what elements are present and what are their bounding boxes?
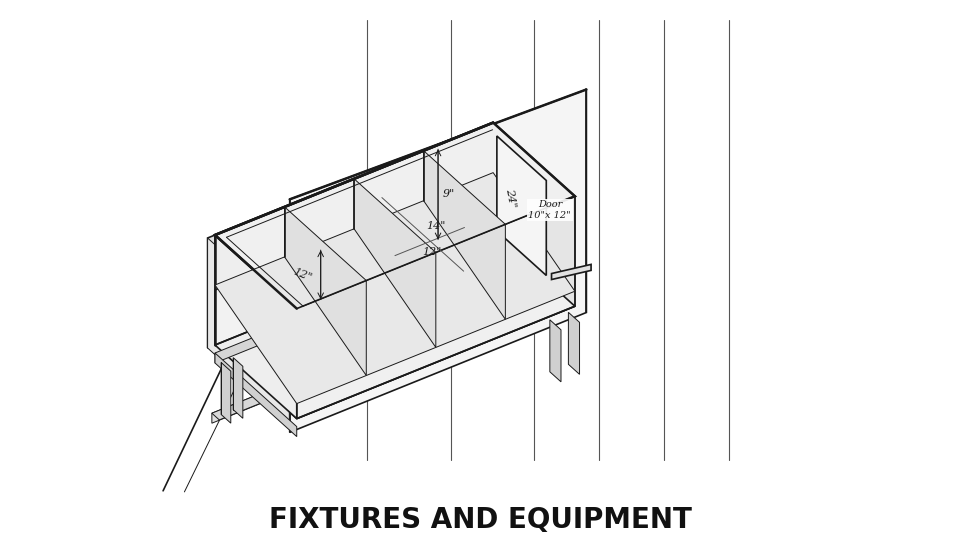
Polygon shape — [215, 353, 297, 437]
Text: FIXTURES AND EQUIPMENT: FIXTURES AND EQUIPMENT — [269, 506, 691, 534]
Text: 12": 12" — [291, 267, 313, 283]
Polygon shape — [215, 235, 297, 418]
Polygon shape — [215, 123, 575, 308]
Polygon shape — [550, 320, 561, 382]
Polygon shape — [215, 178, 493, 345]
Text: 14": 14" — [426, 221, 445, 231]
Polygon shape — [233, 357, 243, 418]
Polygon shape — [290, 90, 587, 433]
Polygon shape — [207, 238, 289, 422]
Polygon shape — [493, 123, 575, 306]
Polygon shape — [215, 241, 493, 363]
Text: 24": 24" — [504, 187, 516, 208]
Polygon shape — [497, 136, 546, 275]
Text: Door
10"x 12": Door 10"x 12" — [529, 200, 571, 220]
Text: 9": 9" — [444, 190, 455, 199]
Polygon shape — [212, 292, 514, 423]
Polygon shape — [423, 151, 505, 319]
Text: 12": 12" — [422, 247, 442, 256]
Polygon shape — [568, 312, 580, 374]
Polygon shape — [215, 233, 575, 418]
Polygon shape — [215, 173, 575, 403]
Polygon shape — [207, 235, 215, 348]
Polygon shape — [284, 207, 367, 375]
Polygon shape — [354, 179, 436, 347]
Polygon shape — [221, 362, 230, 423]
Polygon shape — [552, 265, 591, 280]
Polygon shape — [212, 292, 520, 420]
Polygon shape — [297, 196, 575, 418]
